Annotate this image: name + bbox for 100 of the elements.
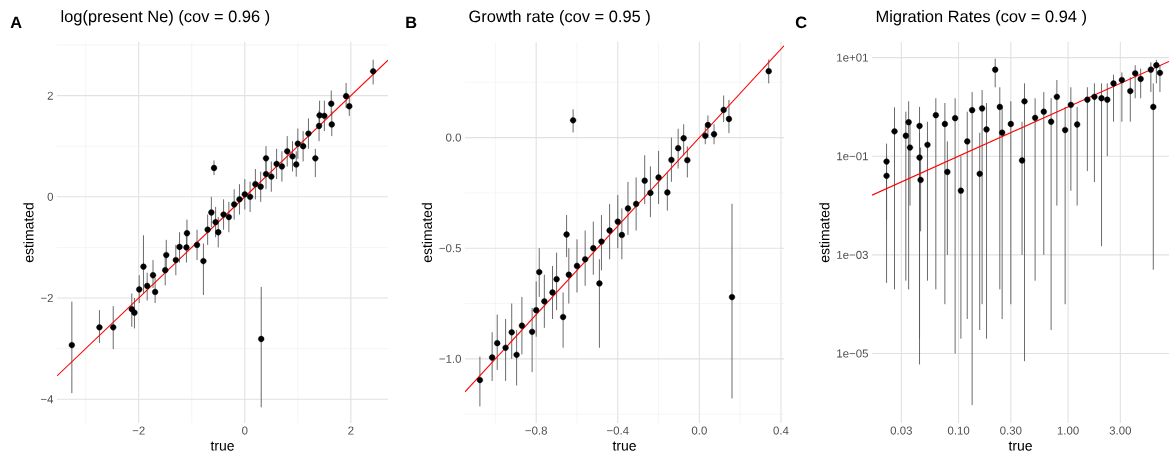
point <box>553 276 560 283</box>
point <box>664 189 671 196</box>
point <box>268 173 275 180</box>
point <box>210 164 218 172</box>
point <box>68 341 75 349</box>
point <box>96 324 103 331</box>
x-tick-label: 0 <box>242 426 248 435</box>
point <box>765 68 772 75</box>
y-tick-label: 1e−01 <box>837 152 868 161</box>
point <box>328 121 335 128</box>
y-tick-label: 1e−05 <box>837 349 868 358</box>
point <box>513 351 520 358</box>
point <box>278 163 285 170</box>
y-tick-label: 1e+01 <box>837 53 868 62</box>
y-tick-label: 2 <box>47 91 53 100</box>
point <box>549 289 556 296</box>
point <box>136 286 143 293</box>
point <box>315 122 323 130</box>
point <box>565 271 572 278</box>
point <box>236 196 243 203</box>
point <box>647 189 654 196</box>
point <box>183 230 191 237</box>
chart-title: log(present Ne) (cov = 0.96 ) <box>61 10 270 26</box>
point <box>570 117 577 124</box>
x-tick-label: 0.4 <box>773 426 789 435</box>
point <box>305 130 312 137</box>
point <box>110 324 117 331</box>
point <box>533 307 540 314</box>
point <box>675 145 682 152</box>
point <box>284 148 291 155</box>
point <box>252 181 259 188</box>
point <box>294 140 301 147</box>
point <box>596 280 603 287</box>
y-tick-label: 1e−03 <box>837 250 868 259</box>
y-tick-label: −2 <box>40 294 53 303</box>
point <box>176 243 183 251</box>
point <box>502 344 509 351</box>
point <box>204 226 211 233</box>
point <box>668 156 675 164</box>
point <box>200 258 207 265</box>
point <box>215 229 222 236</box>
point <box>262 155 270 162</box>
point <box>149 272 157 279</box>
point <box>312 155 319 162</box>
point <box>172 256 179 264</box>
y-tick-label: −0.5 <box>439 244 461 253</box>
point <box>702 132 709 139</box>
point <box>704 121 712 129</box>
point <box>370 68 377 75</box>
point <box>560 313 567 321</box>
point <box>720 106 727 114</box>
point <box>598 238 605 245</box>
point <box>582 256 589 263</box>
point <box>225 213 232 221</box>
point <box>293 161 300 168</box>
point <box>725 115 733 123</box>
point <box>258 335 265 343</box>
y-tick-label: −1.0 <box>439 354 462 363</box>
y-tick-label: 0 <box>47 192 54 201</box>
x-tick-label: −0.8 <box>525 426 547 435</box>
x-tick-label: 2 <box>348 426 354 435</box>
point <box>624 205 632 212</box>
point <box>262 170 270 178</box>
y-axis-title: estimated <box>23 203 34 263</box>
point <box>684 157 691 164</box>
point <box>614 218 621 225</box>
point <box>489 354 496 361</box>
point <box>476 376 483 384</box>
point <box>183 244 190 251</box>
point <box>144 282 151 289</box>
x-tick-label: −0.4 <box>607 426 629 435</box>
point <box>563 231 570 238</box>
point <box>633 200 640 208</box>
point <box>655 174 662 181</box>
point <box>212 219 219 226</box>
point <box>328 100 335 107</box>
point <box>494 340 501 347</box>
point <box>163 251 170 259</box>
point <box>300 143 307 150</box>
x-tick-label: 0.03 <box>890 426 912 435</box>
point <box>508 329 515 336</box>
x-tick-label: 3.00 <box>1109 426 1132 435</box>
x-tick-label: 0.0 <box>691 426 707 435</box>
point <box>247 193 254 200</box>
chart-title: Growth rate (cov = 0.95 ) <box>469 10 650 26</box>
point <box>518 322 525 329</box>
point <box>541 298 548 305</box>
point <box>321 112 328 119</box>
point <box>162 267 169 274</box>
x-tick-label: 0.10 <box>947 426 970 435</box>
point <box>536 269 543 276</box>
point <box>257 183 264 190</box>
point <box>140 263 147 270</box>
y-axis-title: estimated <box>421 203 433 263</box>
text: B <box>406 16 417 28</box>
chart-title: Migration Rates (cov = 0.94 ) <box>876 10 1086 26</box>
x-axis-title: true <box>612 441 636 451</box>
point <box>231 201 238 208</box>
point <box>273 160 280 168</box>
point <box>529 328 536 335</box>
